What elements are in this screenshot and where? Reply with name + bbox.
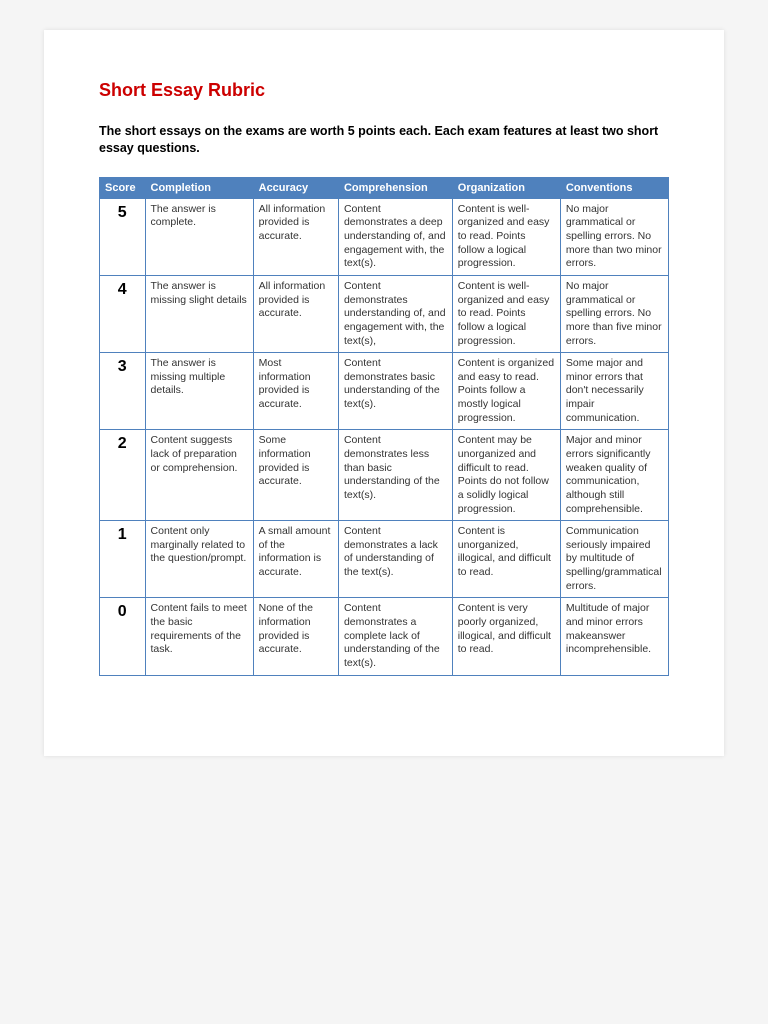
cell-accuracy: All information provided is accurate. [253, 198, 338, 275]
table-header-row: Score Completion Accuracy Comprehension … [100, 177, 669, 198]
col-header-score: Score [100, 177, 146, 198]
cell-comprehension: Content demonstrates less than basic und… [338, 430, 452, 521]
cell-conventions: Communication seriously impaired by mult… [560, 521, 668, 598]
col-header-comprehension: Comprehension [338, 177, 452, 198]
table-row: 3 The answer is missing multiple details… [100, 353, 669, 430]
col-header-accuracy: Accuracy [253, 177, 338, 198]
table-row: 1 Content only marginally related to the… [100, 521, 669, 598]
cell-completion: The answer is complete. [145, 198, 253, 275]
cell-accuracy: A small amount of the information is acc… [253, 521, 338, 598]
cell-score: 4 [100, 275, 146, 352]
cell-conventions: Multitude of major and minor errors make… [560, 598, 668, 675]
page-title: Short Essay Rubric [99, 80, 669, 101]
cell-conventions: Some major and minor errors that don't n… [560, 353, 668, 430]
cell-comprehension: Content demonstrates a complete lack of … [338, 598, 452, 675]
cell-accuracy: None of the information provided is accu… [253, 598, 338, 675]
cell-comprehension: Content demonstrates understanding of, a… [338, 275, 452, 352]
table-row: 0 Content fails to meet the basic requir… [100, 598, 669, 675]
cell-organization: Content is very poorly organized, illogi… [452, 598, 560, 675]
document-page: Short Essay Rubric The short essays on t… [44, 30, 724, 756]
cell-organization: Content is organized and easy to read. P… [452, 353, 560, 430]
cell-conventions: No major grammatical or spelling errors.… [560, 275, 668, 352]
cell-organization: Content is well-organized and easy to re… [452, 275, 560, 352]
cell-completion: Content suggests lack of preparation or … [145, 430, 253, 521]
cell-completion: Content only marginally related to the q… [145, 521, 253, 598]
cell-accuracy: All information provided is accurate. [253, 275, 338, 352]
cell-score: 5 [100, 198, 146, 275]
cell-conventions: Major and minor errors significantly wea… [560, 430, 668, 521]
cell-organization: Content is well-organized and easy to re… [452, 198, 560, 275]
cell-accuracy: Some information provided is accurate. [253, 430, 338, 521]
cell-organization: Content is unorganized, illogical, and d… [452, 521, 560, 598]
cell-accuracy: Most information provided is accurate. [253, 353, 338, 430]
col-header-organization: Organization [452, 177, 560, 198]
cell-completion: The answer is missing slight details [145, 275, 253, 352]
table-row: 2 Content suggests lack of preparation o… [100, 430, 669, 521]
cell-score: 1 [100, 521, 146, 598]
rubric-table: Score Completion Accuracy Comprehension … [99, 177, 669, 676]
cell-score: 2 [100, 430, 146, 521]
cell-completion: Content fails to meet the basic requirem… [145, 598, 253, 675]
cell-comprehension: Content demonstrates a lack of understan… [338, 521, 452, 598]
cell-conventions: No major grammatical or spelling errors.… [560, 198, 668, 275]
col-header-conventions: Conventions [560, 177, 668, 198]
col-header-completion: Completion [145, 177, 253, 198]
page-subtitle: The short essays on the exams are worth … [99, 123, 669, 157]
cell-comprehension: Content demonstrates a deep understandin… [338, 198, 452, 275]
cell-score: 0 [100, 598, 146, 675]
cell-organization: Content may be unorganized and difficult… [452, 430, 560, 521]
cell-completion: The answer is missing multiple details. [145, 353, 253, 430]
cell-score: 3 [100, 353, 146, 430]
table-row: 5 The answer is complete. All informatio… [100, 198, 669, 275]
cell-comprehension: Content demonstrates basic understanding… [338, 353, 452, 430]
table-row: 4 The answer is missing slight details A… [100, 275, 669, 352]
